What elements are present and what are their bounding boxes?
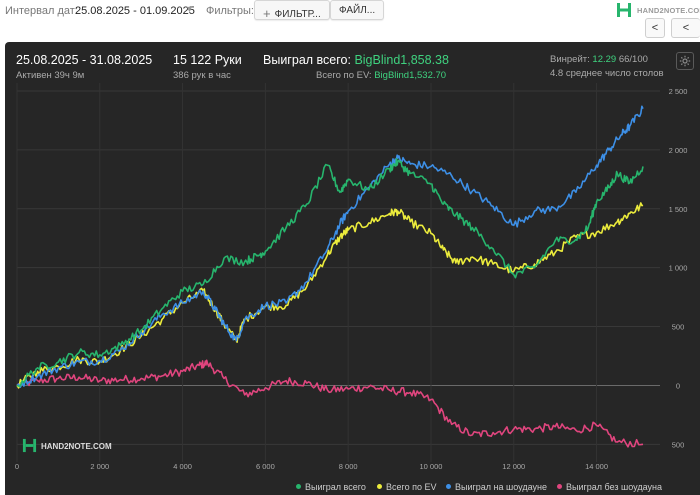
filters-label: Фильтры: [206,5,254,17]
winrate-extra: 66/100 [618,54,648,65]
y-tick-label: 1 000 [669,264,688,273]
winrate-label: Винрейт: [550,54,590,65]
legend-dot [296,484,301,489]
winrate-value: 12.29 [592,54,617,65]
x-tick-label: 8 000 [339,462,358,471]
x-tick-label: 0 [15,462,19,471]
legend-item-won-total[interactable]: Выиграл всего [296,482,366,492]
graph-panel [5,42,700,495]
stats-won-total: Выиграл всего: BigBlind1,858.38 [263,53,449,67]
watermark-text: HAND2NOTE.COM [41,442,112,451]
legend-label: Выиграл на шоудауне [455,482,547,492]
series-won-total-line [16,157,644,388]
legend-label: Выиграл всего [305,482,366,492]
y-tick-label: 2 000 [669,146,688,155]
series-non-showdown-line [16,359,644,448]
interval-label: Интервал дат: [5,5,78,17]
toolbar: Интервал дат: 25.08.2025 - 01.09.2025 ▼ … [0,0,700,42]
stats-hands-per-hour: 386 рук в час [173,70,231,81]
legend-item-non-showdown[interactable]: Выиграл без шоудауна [557,482,662,492]
stats-date-range: 25.08.2025 - 31.08.2025 [16,53,153,67]
date-range-picker[interactable]: 25.08.2025 - 01.09.2025 [75,5,195,17]
y-tick-label: 2 500 [669,87,688,96]
y-tick-label: 500 [672,323,685,332]
x-tick-label: 4 000 [173,462,192,471]
legend-dot [377,484,382,489]
legend-item-showdown[interactable]: Выиграл на шоудауне [446,482,547,492]
legend-label: Выиграл без шоудауна [566,482,662,492]
stats-ev-total: Всего по EV: BigBlind1,532.70 [316,70,446,81]
legend-dot [557,484,562,489]
hand2note-logo: HAND2NOTE.COM [616,2,700,20]
legend-dot [446,484,451,489]
filter-button[interactable]: + ФИЛЬТР... [254,0,330,21]
nav-next-button[interactable]: < [671,18,700,38]
ev-total-label: Всего по EV: [316,70,372,81]
y-tick-label: 500 [672,440,685,449]
stats-tables-avg: 4.8 среднее число столов [550,68,664,79]
stats-winrate: Винрейт: 12.29 66/100 [550,54,648,65]
x-tick-label: 14 000 [585,462,608,471]
hand2note-watermark-icon [22,438,37,453]
x-tick-label: 2 000 [90,462,109,471]
hand2note-logo-icon [617,3,631,17]
series-showdown-line [16,105,644,388]
won-total-label: Выиграл всего: [263,53,351,67]
y-tick-label: 0 [676,381,680,390]
x-tick-label: 6 000 [256,462,275,471]
settings-button[interactable] [676,52,694,70]
legend-label: Всего по EV [386,482,437,492]
won-total-value: BigBlind1,858.38 [354,53,449,67]
stats-hands-count: 15 122 Руки [173,53,242,67]
nav-prev-button[interactable]: < [645,18,665,38]
plus-icon: + [263,6,271,21]
legend-item-ev-total[interactable]: Всего по EV [377,482,436,492]
chart-watermark: HAND2NOTE.COM [22,437,122,455]
ev-total-value: BigBlind1,532.70 [374,70,447,81]
gear-icon [679,55,691,67]
stats-active-time: Активен 39ч 9м [16,70,85,81]
logo-text: HAND2NOTE.COM [637,6,700,15]
x-tick-label: 10 000 [419,462,442,471]
chevron-down-icon[interactable]: ▼ [185,4,194,14]
y-tick-label: 1 500 [669,205,688,214]
x-tick-label: 12 000 [502,462,525,471]
file-button[interactable]: ФАЙЛ... [330,0,385,20]
filter-button-label: ФИЛЬТР... [274,9,321,20]
file-button-label: ФАЙЛ... [339,5,376,16]
series-ev-total-line [16,202,644,389]
